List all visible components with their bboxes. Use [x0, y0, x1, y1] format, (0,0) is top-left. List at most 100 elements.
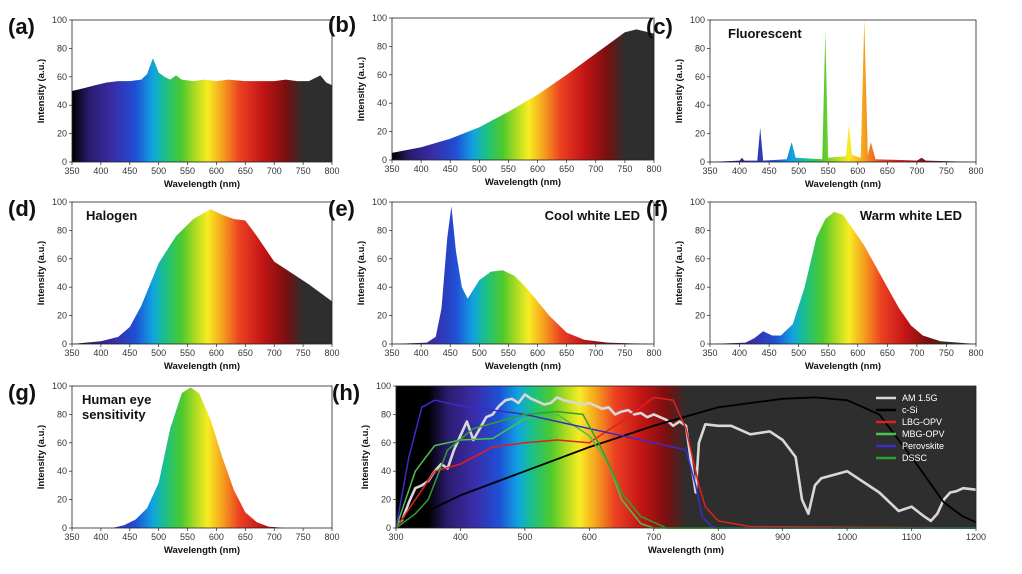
panel-title: Xenon: [90, 26, 130, 41]
x-tick-label: 600: [209, 532, 224, 542]
x-tick-label: 600: [209, 348, 224, 358]
x-tick-label: 700: [909, 166, 924, 176]
y-tick-label: 20: [377, 127, 387, 137]
y-axis-label: Intensity (a.u.): [36, 241, 47, 305]
y-tick-label: 100: [372, 13, 387, 23]
y-tick-label: 60: [377, 70, 387, 80]
y-tick-label: 0: [62, 339, 67, 349]
x-tick-label: 650: [238, 166, 253, 176]
x-tick-label: 450: [762, 166, 777, 176]
x-tick-label: 700: [588, 348, 603, 358]
panel-a: 350 400 450 500 550 600 650 700 750 800 0 20 40 60 80 1…: [8, 14, 340, 190]
spectrum-area: [72, 209, 332, 344]
panel-letter: (g): [8, 380, 36, 405]
spectrum-area: [392, 206, 654, 344]
x-axis-label: Wavelength (nm): [648, 545, 724, 556]
x-tick-label: 750: [296, 532, 311, 542]
y-axis-label: Intensity (a.u.): [356, 241, 367, 305]
panel-title: Warm white LED: [860, 208, 962, 223]
y-tick-label: 80: [377, 225, 387, 235]
x-tick-label: 750: [617, 164, 632, 174]
panel-e: 350 400 450 500 550 600 650 700 750 800 0 20 40 60 80 1…: [328, 196, 662, 372]
y-tick-label: 0: [700, 157, 705, 167]
y-tick-label: 100: [372, 197, 387, 207]
y-tick-label: 0: [700, 339, 705, 349]
y-tick-label: 80: [695, 225, 705, 235]
y-axis-label: Intensity (a.u.): [360, 425, 371, 489]
x-tick-label: 700: [646, 532, 661, 542]
panel-letter: (a): [8, 14, 35, 39]
x-tick-label: 400: [93, 532, 108, 542]
x-tick-label: 900: [775, 532, 790, 542]
plot-frame: [395, 385, 977, 529]
x-tick-label: 650: [880, 166, 895, 176]
y-tick-label: 60: [57, 72, 67, 82]
x-tick-label: 1100: [902, 532, 921, 542]
x-axis-label: Wavelength (nm): [164, 545, 240, 556]
panel-title: Cool white LED: [545, 208, 640, 223]
y-tick-label: 40: [57, 466, 67, 476]
plot-frame: [71, 201, 333, 345]
x-tick-label: 650: [238, 348, 253, 358]
y-tick-label: 60: [381, 438, 391, 448]
x-tick-label: 400: [93, 166, 108, 176]
x-tick-label: 500: [472, 164, 487, 174]
series-line-dssc: [395, 410, 976, 529]
x-tick-label: 550: [180, 348, 195, 358]
x-tick-label: 800: [711, 532, 726, 542]
panel-h: AM 1.5G c-Si LBG-OPV MBG-OPV Perovskite DSSC 3…: [332, 380, 986, 556]
x-tick-label: 350: [384, 348, 399, 358]
panel-title-line: Human eye: [82, 392, 151, 407]
panel-c: 350 400 450 500 550 600 650 700 750 800 0 20 40 60 80 1…: [646, 14, 984, 190]
x-tick-label: 450: [122, 532, 137, 542]
panel-letter: (h): [332, 380, 360, 405]
y-tick-label: 20: [695, 311, 705, 321]
y-tick-label: 80: [381, 409, 391, 419]
x-tick-label: 1200: [966, 532, 986, 542]
series-line-am15g: [395, 393, 977, 527]
x-tick-label: 750: [939, 348, 954, 358]
panel-f: 350 400 450 500 550 600 650 700 750 800 0 20 40 60 80 1…: [646, 196, 984, 372]
x-tick-label: 400: [453, 532, 468, 542]
series-line-perovskite: [395, 399, 976, 529]
x-tick-label: 500: [791, 166, 806, 176]
y-axis-label: Intensity (a.u.): [36, 59, 47, 123]
x-tick-label: 800: [646, 348, 661, 358]
x-tick-label: 350: [64, 166, 79, 176]
x-tick-label: 800: [324, 166, 339, 176]
y-tick-label: 20: [377, 311, 387, 321]
x-axis-label: Wavelength (nm): [805, 361, 881, 372]
x-tick-label: 1000: [837, 532, 857, 542]
x-tick-label: 500: [151, 166, 166, 176]
x-tick-label: 700: [588, 164, 603, 174]
series-line-csi: [395, 396, 977, 524]
legend-label-csi: c-Si: [902, 405, 918, 415]
y-tick-label: 0: [382, 339, 387, 349]
y-tick-label: 100: [690, 15, 705, 25]
x-tick-label: 350: [64, 348, 79, 358]
y-tick-label: 60: [695, 72, 705, 82]
x-tick-label: 750: [939, 166, 954, 176]
x-tick-label: 350: [702, 166, 717, 176]
plot-frame: [391, 201, 655, 345]
x-tick-label: 600: [530, 164, 545, 174]
x-axis-label: Wavelength (nm): [164, 361, 240, 372]
x-tick-label: 650: [559, 348, 574, 358]
panel-letter: (c): [646, 14, 673, 39]
plot-frame: [71, 385, 333, 529]
x-tick-label: 700: [267, 348, 282, 358]
x-tick-label: 650: [880, 348, 895, 358]
x-tick-label: 600: [530, 348, 545, 358]
y-tick-label: 40: [377, 282, 387, 292]
x-tick-label: 800: [324, 532, 339, 542]
x-axis-label: Wavelength (nm): [485, 177, 561, 188]
y-tick-label: 100: [690, 197, 705, 207]
spectrum-area: [72, 58, 332, 162]
y-tick-label: 100: [52, 15, 67, 25]
panel-letter: (e): [328, 196, 355, 221]
legend-label-dssc: DSSC: [902, 453, 928, 463]
y-axis-label: Intensity (a.u.): [674, 59, 685, 123]
y-tick-label: 60: [377, 254, 387, 264]
spectrum-area: [72, 387, 332, 528]
y-tick-label: 80: [57, 409, 67, 419]
